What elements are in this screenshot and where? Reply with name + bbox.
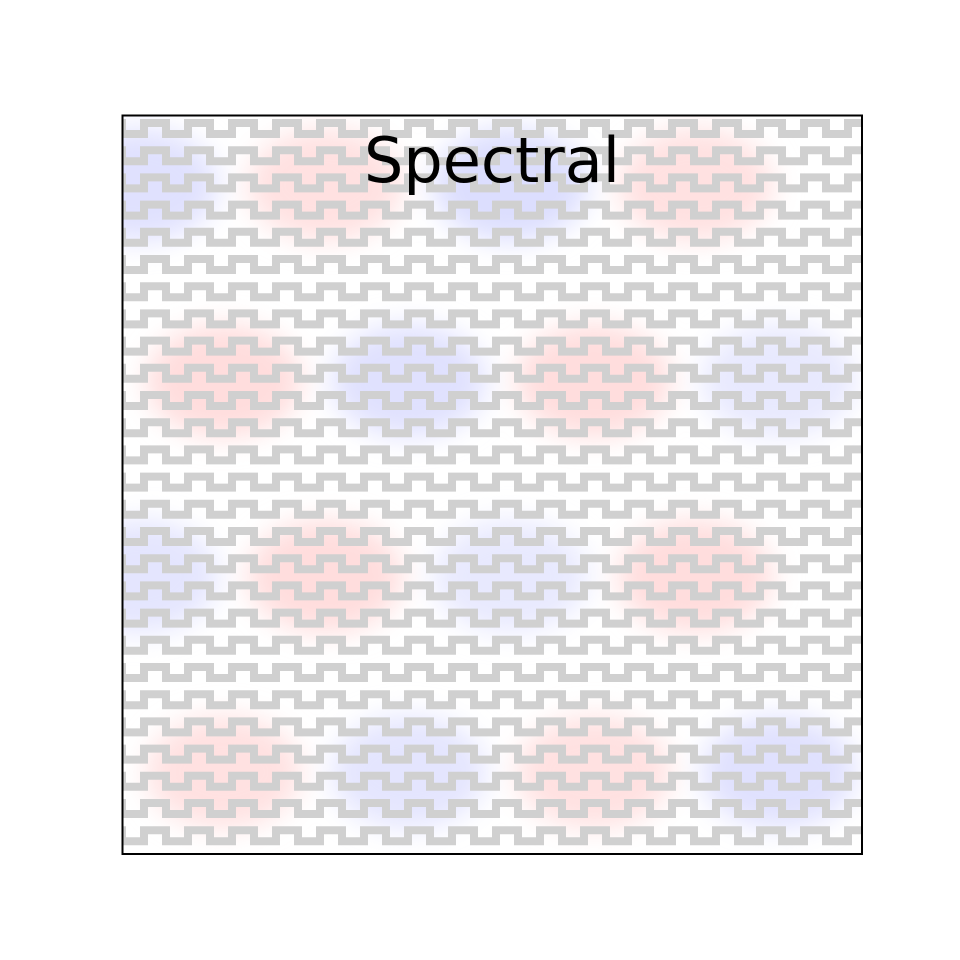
hatch-pattern — [100, 119, 892, 923]
hatch-line — [122, 472, 862, 492]
hatch-line — [122, 119, 862, 138]
hatch-line — [122, 445, 862, 465]
hatch-line — [122, 799, 862, 818]
hatch-line — [122, 200, 862, 220]
hatch-line — [122, 282, 862, 302]
hatch-line — [122, 255, 862, 274]
hatch-line — [122, 771, 862, 791]
hatch-line — [122, 363, 862, 383]
hatch-line — [122, 581, 862, 601]
hatch-line — [122, 173, 862, 193]
hatch-line — [122, 391, 862, 410]
heatmap-cell — [516, 324, 672, 438]
hatch-line — [122, 309, 862, 329]
hatch-line — [122, 744, 862, 764]
hatch-line — [122, 608, 862, 628]
hatch-line — [122, 527, 862, 546]
hatch-line — [122, 418, 862, 438]
heatmap-cell — [432, 519, 589, 633]
heatmap-cell — [617, 519, 774, 633]
hatch-line — [100, 912, 892, 923]
hatch-line — [122, 663, 862, 682]
hatch-line — [100, 885, 892, 896]
hatch-line — [122, 554, 862, 574]
hatch-line — [122, 336, 862, 356]
axes-frame — [121, 114, 863, 855]
hatch-line — [122, 717, 862, 737]
hatch-line — [122, 826, 862, 846]
heatmap-cell — [247, 519, 404, 633]
hatch-line — [122, 227, 862, 247]
hatch-line — [122, 499, 862, 519]
hatch-line — [122, 635, 862, 655]
hatch-line — [122, 146, 862, 166]
hatch-line — [122, 690, 862, 710]
heatmap-cell — [122, 519, 219, 633]
hatch-line — [122, 853, 862, 854]
chart-title: Spectral — [364, 124, 620, 197]
